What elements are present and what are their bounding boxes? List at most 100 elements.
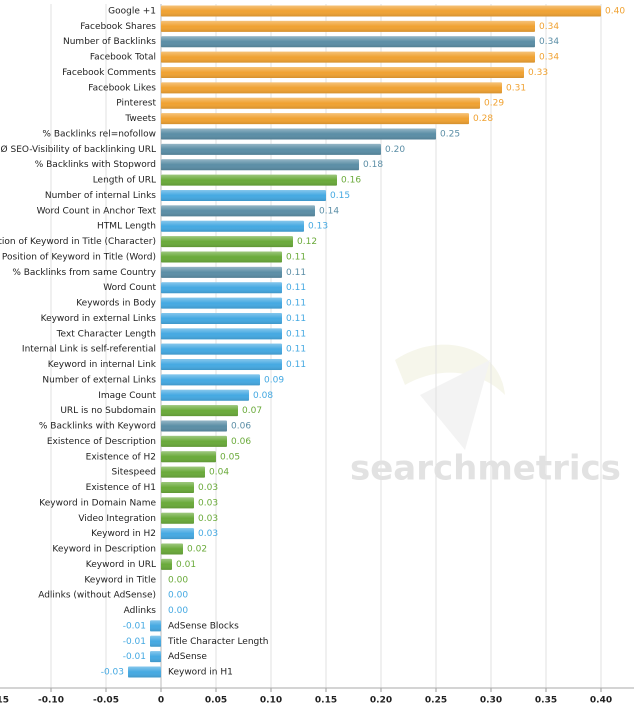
x-tick-label: 0.05	[205, 696, 227, 706]
value-label: 0.06	[231, 437, 251, 447]
category-label: Adlinks	[124, 606, 157, 616]
value-label: 0.11	[286, 268, 306, 278]
bar-shine	[161, 343, 282, 355]
bar-shine	[150, 651, 161, 663]
value-label: 0.05	[220, 452, 240, 462]
bar-shine	[161, 113, 469, 125]
category-label: Google +1	[108, 7, 156, 17]
value-label: 0.03	[198, 483, 218, 493]
category-label: % Backlinks with Stopword	[35, 160, 156, 170]
category-label: Keyword in H2	[91, 529, 156, 539]
bar-shine	[161, 389, 249, 401]
value-label: 0.14	[319, 206, 339, 216]
value-label: 0.20	[385, 145, 405, 155]
value-label: 0.11	[286, 283, 306, 293]
bar-shine	[161, 205, 315, 217]
category-label: % Backlinks rel=nofollow	[42, 129, 156, 139]
category-label: Keyword in internal Link	[48, 360, 157, 370]
value-label: 0.02	[187, 545, 207, 555]
category-label: Existence of H2	[86, 452, 156, 462]
bar-shine	[161, 466, 205, 478]
bar-shine	[128, 666, 161, 678]
bar-shine	[161, 451, 216, 463]
x-tick-label: -0.05	[93, 696, 119, 706]
bar-shine	[161, 328, 282, 340]
bar-shine	[161, 282, 282, 294]
value-label: -0.01	[123, 637, 146, 647]
value-label: 0.03	[198, 529, 218, 539]
category-label: Internal Link is self-referential	[22, 345, 156, 355]
bar-shine	[161, 405, 238, 417]
value-label: 0.11	[286, 299, 306, 309]
bar-shine	[161, 159, 359, 171]
bar-shine	[161, 359, 282, 371]
x-tick-label: 0.10	[260, 696, 282, 706]
category-label: Video Integration	[78, 514, 156, 524]
value-label: 0.11	[286, 345, 306, 355]
bar-shine	[161, 51, 535, 63]
bar-shine	[161, 143, 381, 155]
category-label: Position of Keyword in Title (Word)	[2, 252, 156, 262]
value-label: -0.01	[123, 621, 146, 631]
value-label: -0.01	[123, 652, 146, 662]
bar-shine	[161, 5, 601, 17]
bar-shine	[161, 528, 194, 540]
value-label: 0.16	[341, 176, 361, 186]
value-label: 0.00	[168, 575, 188, 585]
bar-shine	[161, 266, 282, 278]
category-label: AdSense	[168, 652, 207, 662]
category-label: Keyword in Title	[84, 575, 156, 585]
x-tick-label: 0	[158, 696, 164, 706]
value-label: 0.29	[484, 99, 504, 109]
value-label: 0.00	[168, 591, 188, 601]
category-label: URL is no Subdomain	[60, 406, 156, 416]
x-tick-label: -0.10	[38, 696, 64, 706]
bar-shine	[161, 220, 304, 232]
value-label: 0.15	[330, 191, 350, 201]
category-label: HTML Length	[97, 222, 156, 232]
bar-shine	[161, 543, 183, 555]
value-label: 0.34	[539, 37, 559, 47]
x-tick-label: 0.25	[425, 696, 447, 706]
value-label: 0.03	[198, 498, 218, 508]
value-label: 0.13	[308, 222, 328, 232]
bar-shine	[161, 236, 293, 248]
value-label: 0.06	[231, 422, 251, 432]
bar-shine	[161, 312, 282, 324]
category-label: % Backlinks from same Country	[12, 268, 156, 278]
category-label: Word Count in Anchor Text	[37, 206, 157, 216]
category-label: Position of Keyword in Title (Character)	[0, 237, 156, 247]
value-label: 0.03	[198, 514, 218, 524]
bar-shine	[161, 174, 337, 186]
bar-shine	[161, 128, 436, 140]
category-label: Adlinks (without AdSense)	[38, 591, 156, 601]
category-label: Tweets	[124, 114, 156, 124]
bar-shine	[161, 297, 282, 309]
x-tick-label: 0.40	[590, 696, 612, 706]
bar-shine	[161, 36, 535, 48]
category-label: Facebook Likes	[88, 83, 156, 93]
bar-shine	[161, 497, 194, 509]
category-label: Number of internal Links	[45, 191, 156, 201]
watermark: searchmetrics	[350, 449, 621, 489]
value-label: 0.28	[473, 114, 493, 124]
category-label: Number of external Links	[42, 375, 156, 385]
x-tick-label: 0.15	[315, 696, 337, 706]
category-label: Pinterest	[116, 99, 156, 109]
category-label: Keyword in H1	[168, 668, 233, 678]
category-label: Keywords in Body	[76, 299, 156, 309]
value-label: 0.18	[363, 160, 383, 170]
bar-shine	[161, 66, 524, 78]
bar-shine	[161, 558, 172, 570]
value-label: 0.00	[168, 606, 188, 616]
value-label: 0.34	[539, 22, 559, 32]
value-label: 0.25	[440, 129, 460, 139]
value-label: 0.07	[242, 406, 262, 416]
category-label: Title Character Length	[167, 637, 269, 647]
category-label: Image Count	[98, 391, 156, 401]
category-label: Keyword in URL	[86, 560, 156, 570]
category-label: Text Character Length	[56, 329, 156, 339]
x-tick-label: 0.35	[535, 696, 557, 706]
bar-shine	[161, 20, 535, 32]
value-label: 0.34	[539, 53, 559, 63]
